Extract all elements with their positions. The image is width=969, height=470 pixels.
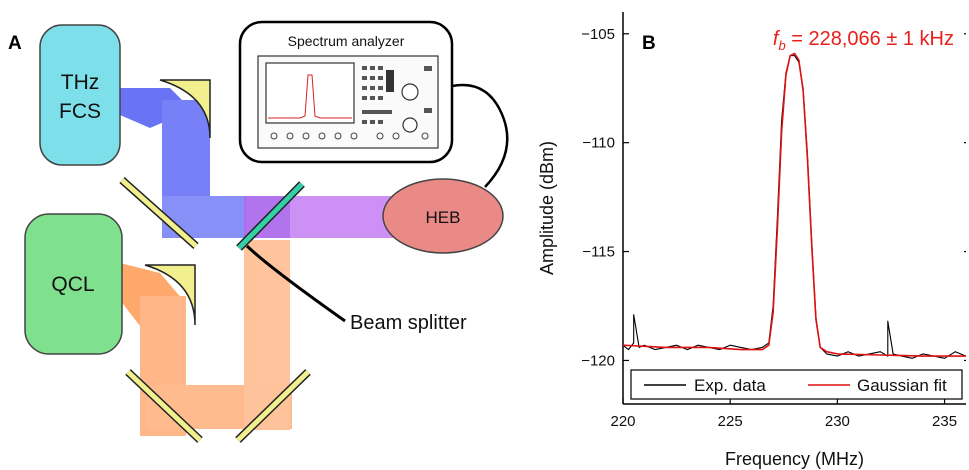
beam-splitter-label: Beam splitter — [350, 312, 467, 334]
qcl-box — [24, 213, 123, 355]
legend-label-exp-data: Exp. data — [694, 376, 766, 395]
annotation-subscript: b — [778, 38, 785, 53]
heb-ellipse — [382, 178, 504, 254]
legend-label-gaussian-fit: Gaussian fit — [857, 376, 947, 395]
y-tick-label: −110 — [582, 135, 615, 152]
annotation-value: = 228,066 ± 1 kHz — [786, 28, 954, 50]
spectrum-analyzer-label: Spectrum analyzer — [288, 33, 405, 49]
y-tick-label: −115 — [582, 244, 615, 261]
spectrum-analyzer: Spectrum analyzer — [238, 20, 454, 164]
x-tick-label: 235 — [932, 413, 957, 430]
panel-b-letter: B — [642, 33, 656, 54]
beam-splitter-pointer — [245, 244, 346, 323]
thz-fcs-beam — [120, 88, 246, 238]
heb-label: HEB — [426, 208, 461, 227]
signal-cable — [451, 83, 509, 188]
series-line-gaussian-fit — [622, 52, 966, 357]
flat-mirror-bottom-left — [125, 369, 203, 443]
x-tick-label: 220 — [610, 413, 635, 430]
x-tick-label: 225 — [718, 413, 743, 430]
spectrum-analyzer-icon — [257, 55, 439, 149]
thz-fcs-box — [39, 24, 121, 166]
panel-b: 220 225 230 235 −105 −110 −115 −120 Frequency (M… — [537, 12, 967, 469]
qcl-beam — [120, 240, 292, 436]
amplitude-spectrum-chart: 220 225 230 235 −105 −110 −115 −120 Frequency (M… — [537, 12, 967, 469]
qcl-parabolic-mirror — [144, 264, 196, 326]
legend-box — [630, 369, 963, 400]
thz-parabolic-mirror — [159, 79, 211, 139]
panel-a: A THz FCS QCL — [8, 20, 509, 443]
beat-frequency-annotation: fb = 228,066 ± 1 kHz — [773, 28, 954, 53]
y-axis-label: Amplitude (dBm) — [537, 141, 557, 275]
x-axis-label: Frequency (MHz) — [725, 449, 864, 469]
beam-splitter — [236, 181, 305, 251]
thz-fcs-label-line1: THz — [61, 71, 100, 94]
y-tick-label: −120 — [581, 352, 615, 369]
flat-mirror-top-left — [119, 177, 199, 249]
x-tick-label: 230 — [825, 413, 850, 430]
thz-fcs-label-line2: FCS — [59, 100, 101, 123]
flat-mirror-bottom-right — [235, 369, 311, 443]
annotation-symbol: f — [773, 28, 781, 50]
series-line-exp-data — [622, 55, 967, 359]
qcl-label: QCL — [51, 273, 94, 296]
y-tick-label: −105 — [581, 26, 615, 43]
panel-a-letter: A — [8, 33, 22, 54]
